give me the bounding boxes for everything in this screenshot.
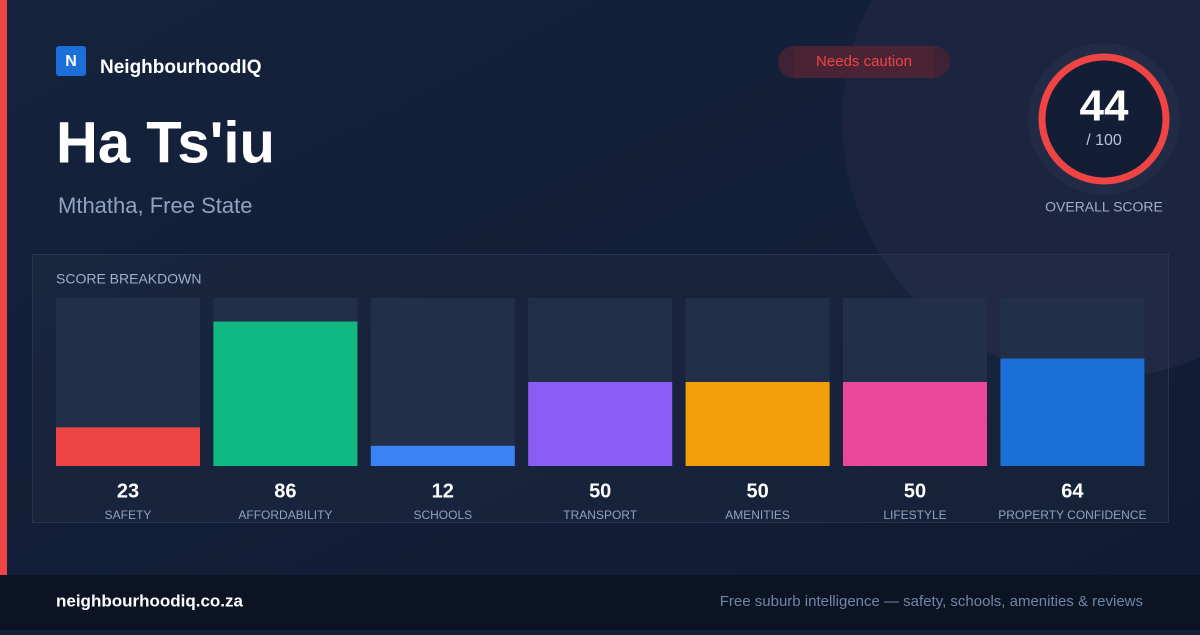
bar-value: 86 [274, 480, 296, 502]
badge-inner [794, 46, 934, 78]
bar-label: AFFORDABILITY [238, 508, 332, 522]
bar-label: AMENITIES [725, 508, 790, 522]
footer-site: neighbourhoodiq.co.za [56, 591, 244, 610]
footer-tagline: Free suburb intelligence — safety, schoo… [720, 593, 1143, 610]
bar [56, 427, 200, 466]
bar-label: LIFESTYLE [883, 508, 946, 522]
bar-label: TRANSPORT [563, 508, 637, 522]
score-ring [1038, 53, 1170, 185]
bar-value: 64 [1061, 480, 1084, 502]
suburb-title: Ha Ts'iu [56, 110, 275, 175]
score-value: 44 [1080, 82, 1129, 131]
bar-track [370, 298, 515, 466]
badge-text: Needs caution [816, 53, 912, 70]
bar [213, 321, 358, 466]
bar-label: SAFETY [105, 508, 152, 522]
breakdown-panel [32, 254, 1169, 523]
bar [370, 445, 515, 466]
bar-value: 50 [589, 480, 611, 502]
location: Mthatha, Free State [58, 193, 252, 218]
bar-label: PROPERTY CONFIDENCE [998, 508, 1146, 522]
score-label: OVERALL SCORE [1045, 199, 1163, 215]
bars: 23 SAFETY 86 AFFORDABILITY 12 SCHOOLS 50 TRANSP… [56, 298, 1147, 522]
bar-label: SCHOOLS [413, 508, 472, 522]
footer-bg [0, 575, 1200, 630]
bar [1000, 358, 1145, 466]
logo [56, 46, 86, 76]
brand: NeighbourhoodIQ [100, 57, 261, 78]
score-out-of: / 100 [1086, 132, 1122, 149]
bar [843, 382, 987, 466]
bar-value: 12 [432, 480, 454, 502]
bar [528, 382, 673, 466]
logo-letter: N [65, 53, 77, 70]
accent-stripe [0, 0, 7, 575]
bar-value: 50 [746, 480, 768, 502]
breakdown-title: SCORE BREAKDOWN [56, 271, 201, 287]
bar-value: 23 [117, 480, 139, 502]
bar-value: 50 [904, 480, 926, 502]
bar [685, 382, 830, 466]
